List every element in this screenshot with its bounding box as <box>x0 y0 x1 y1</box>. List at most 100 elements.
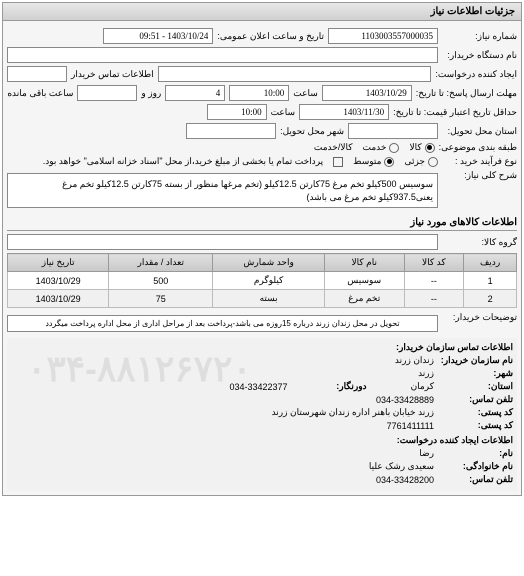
panel-content: شماره نیاز: تاریخ و ساعت اعلان عمومی: نا… <box>3 21 521 495</box>
table-row: 2 -- تخم مرغ بسته 75 1403/10/29 <box>8 290 517 308</box>
th-unit: واحد شمارش <box>213 254 325 272</box>
table-header-row: ردیف کد کالا نام کالا واحد شمارش تعداد /… <box>8 254 517 272</box>
city-label: شهر محل تحویل: <box>280 126 344 137</box>
radio-services[interactable]: خدمت <box>362 142 399 153</box>
cell-unit: کیلوگرم <box>213 272 325 290</box>
cell-date: 1403/10/29 <box>8 290 109 308</box>
cell-name: سوسیس <box>324 272 404 290</box>
radio-goods-label: کالا <box>409 142 421 153</box>
phone2-label: تلفن تماس: <box>438 474 513 485</box>
row-buyer-note: توضیحات خریدار: تحویل در محل زندان زرند … <box>7 312 517 335</box>
request-number-input[interactable] <box>328 28 438 44</box>
radio-mid[interactable]: متوسط <box>353 156 394 167</box>
remaining-time-input[interactable] <box>77 85 137 101</box>
org-label2: نام سازمان خریدار: <box>438 355 513 366</box>
radio-goods-icon <box>425 143 435 153</box>
payment-label: کالا/خدمت <box>314 142 353 153</box>
cell-name: تخم مرغ <box>324 290 404 308</box>
province-input[interactable] <box>348 123 438 139</box>
first-name-label: نام: <box>438 448 513 459</box>
process-note: پرداخت تمام یا بخشی از مبلغ خرید،از محل … <box>43 156 323 167</box>
contact-section-title: اطلاعات تماس سازمان خریدار: <box>11 342 513 353</box>
th-code: کد کالا <box>404 254 464 272</box>
cell-qty: 75 <box>109 290 213 308</box>
radio-mid-label: متوسط <box>353 156 381 167</box>
goods-group-label: گروه کالا: <box>442 237 517 248</box>
province-value2: کرمان <box>411 381 434 392</box>
city-input[interactable] <box>186 123 276 139</box>
org-value2: زندان زرند <box>395 355 434 366</box>
row-process: نوع فرآیند خرید : جزئی متوسط پرداخت تمام… <box>7 156 517 167</box>
cell-qty: 500 <box>109 272 213 290</box>
radio-low-label: جزئی <box>404 156 425 167</box>
postal-code-label: کد پستی: <box>438 420 513 431</box>
cell-row: 2 <box>464 290 517 308</box>
radio-goods[interactable]: کالا <box>409 142 434 153</box>
row-last-name: نام خانوادگی: سعیدی رشک علیا <box>11 461 513 472</box>
row-deadline: مهلت ارسال پاسخ: تا تاریخ: ساعت روز و سا… <box>7 85 517 101</box>
th-name: نام کالا <box>324 254 404 272</box>
contact-input[interactable] <box>7 66 67 82</box>
creator-input[interactable] <box>158 66 432 82</box>
request-number-label: شماره نیاز: <box>442 31 517 42</box>
desc-text: سوسیس 500کیلو تخم مرغ 75کارتن 12.5کیلو (… <box>7 173 438 208</box>
row-org-name: نام دستگاه خریدار: <box>7 47 517 63</box>
contact-label: اطلاعات تماس خریدار <box>71 69 154 80</box>
postal-code-value: 7761411111 <box>387 421 434 431</box>
deadline-date-input[interactable] <box>322 85 412 101</box>
postal-addr-value: زرند خیابان باهنر اداره زندان شهرستان زر… <box>272 407 434 418</box>
row-phone2: تلفن تماس: 034-33428200 <box>11 474 513 485</box>
cell-row: 1 <box>464 272 517 290</box>
province-label2: استان: <box>438 381 513 392</box>
treasury-checkbox[interactable] <box>333 157 343 167</box>
city-value2: زرند <box>418 368 434 379</box>
row-location: استان محل تحویل: شهر محل تحویل: <box>7 123 517 139</box>
category-label: طبقه بندی موضوعی: <box>439 142 517 153</box>
row-creator: ایجاد کننده درخواست: اطلاعات تماس خریدار <box>7 66 517 82</box>
desc-label: شرح کلی نیاز: <box>442 170 517 181</box>
remaining-days-input[interactable] <box>165 85 225 101</box>
deadline-label: مهلت ارسال پاسخ: تا تاریخ: <box>416 88 517 99</box>
radio-low-icon <box>428 157 438 167</box>
table-row: 1 -- سوسیس کیلوگرم 500 1403/10/29 <box>8 272 517 290</box>
buyer-note-text: تحویل در محل زندان زرند درباره 15روزه می… <box>7 315 438 332</box>
th-row: ردیف <box>464 254 517 272</box>
creator-section-title: اطلاعات ایجاد کننده درخواست: <box>11 435 513 446</box>
cell-code: -- <box>404 272 464 290</box>
cell-code: -- <box>404 290 464 308</box>
panel-title: جزئیات اطلاعات نیاز <box>3 3 521 21</box>
creator-label: ایجاد کننده درخواست: <box>435 69 517 80</box>
validity-time-input[interactable] <box>207 104 267 120</box>
th-date: تاریخ نیاز <box>8 254 109 272</box>
radio-low[interactable]: جزئی <box>404 156 438 167</box>
row-org2: نام سازمان خریدار: زندان زرند <box>11 355 513 366</box>
announce-date-label: تاریخ و ساعت اعلان عمومی: <box>217 31 324 42</box>
goods-group-input[interactable] <box>7 234 438 250</box>
announce-date-input[interactable] <box>103 28 213 44</box>
phone-value: 034-33428889 <box>376 395 434 405</box>
org-name-label: نام دستگاه خریدار: <box>442 50 517 61</box>
province-label: استان محل تحویل: <box>442 126 517 137</box>
category-radio-group: کالا خدمت کالا/خدمت <box>314 142 435 153</box>
deadline-time-input[interactable] <box>229 85 289 101</box>
row-city2: شهر: زرند <box>11 368 513 379</box>
remaining-suffix: ساعت باقی مانده <box>7 88 73 99</box>
org-name-input[interactable] <box>7 47 438 63</box>
postal-addr-label: کد پستی: <box>438 407 513 418</box>
fax-label: دورنگار: <box>292 381 367 392</box>
radio-mid-icon <box>384 157 394 167</box>
main-panel: جزئیات اطلاعات نیاز شماره نیاز: تاریخ و … <box>2 2 522 496</box>
row-validity: حداقل تاریخ اعتبار قیمت: تا تاریخ: ساعت <box>7 104 517 120</box>
phone-label: تلفن تماس: <box>438 394 513 405</box>
row-first-name: نام: رضا <box>11 448 513 459</box>
deadline-time-label: ساعت <box>293 88 318 99</box>
row-province-fax: استان: کرمان دورنگار: 034-33422377 <box>11 381 513 392</box>
footer-info: ۰۳۴-۸۸۱۲۶۷۲۰ اطلاعات تماس سازمان خریدار:… <box>7 338 517 491</box>
row-phone: تلفن تماس: 034-33428889 <box>11 394 513 405</box>
buyer-note-label: توضیحات خریدار: <box>442 312 517 323</box>
validity-label: حداقل تاریخ اعتبار قیمت: تا تاریخ: <box>393 107 517 118</box>
remaining-days-label: روز و <box>141 88 161 99</box>
validity-date-input[interactable] <box>299 104 389 120</box>
row-goods-group: گروه کالا: <box>7 234 517 250</box>
row-request-number: شماره نیاز: تاریخ و ساعت اعلان عمومی: <box>7 28 517 44</box>
